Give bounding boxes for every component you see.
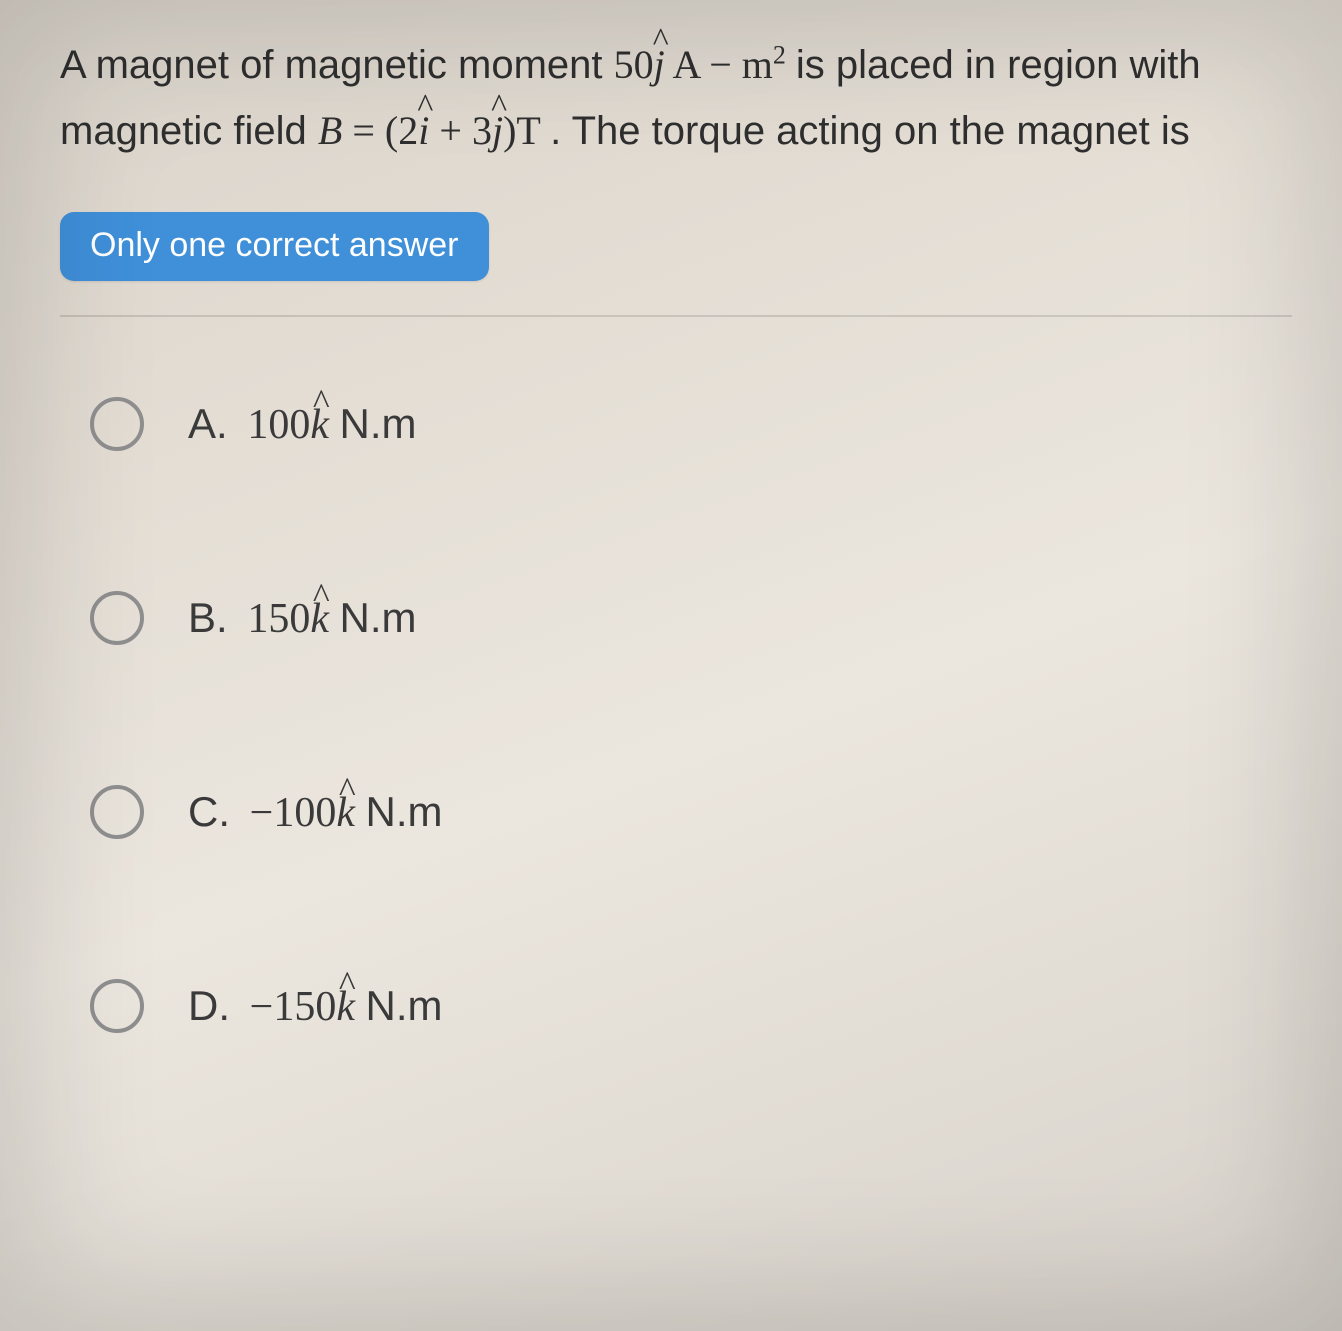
- option-b-text: B. 150k N.m: [188, 594, 417, 643]
- rparen: ): [503, 108, 516, 153]
- question-part1: A magnet of magnetic moment: [60, 43, 614, 87]
- B-unit: T: [516, 108, 540, 153]
- question-part3: . The torque acting on the magnet is: [550, 109, 1190, 153]
- equals: =: [342, 108, 385, 153]
- field-expression: B = (2i + 3j)T: [318, 108, 550, 153]
- option-letter: B.: [188, 594, 228, 641]
- option-vector-k: k: [336, 789, 355, 837]
- option-value: −150: [250, 984, 337, 1030]
- option-c[interactable]: C. −100k N.m: [90, 785, 1292, 839]
- option-unit: N.m: [340, 594, 417, 641]
- plus: +: [429, 108, 472, 153]
- radio-icon[interactable]: [90, 397, 144, 451]
- B-label: B: [318, 108, 342, 153]
- hint-pill: Only one correct answer: [60, 212, 489, 281]
- coef-j: 3: [472, 108, 492, 153]
- coef-i: 2: [398, 108, 418, 153]
- option-vector-k: k: [310, 595, 329, 643]
- option-unit: N.m: [340, 400, 417, 447]
- radio-icon[interactable]: [90, 979, 144, 1033]
- option-d-text: D. −150k N.m: [188, 982, 443, 1031]
- lparen: (: [385, 108, 398, 153]
- option-b[interactable]: B. 150k N.m: [90, 591, 1292, 645]
- option-letter: C.: [188, 788, 230, 835]
- option-d[interactable]: D. −150k N.m: [90, 979, 1292, 1033]
- moment-unit-m: m: [742, 42, 773, 87]
- moment-vector-j: j: [654, 32, 665, 98]
- moment-unit-power: 2: [773, 41, 786, 70]
- option-unit: N.m: [366, 788, 443, 835]
- option-vector-k: k: [336, 983, 355, 1031]
- option-unit: N.m: [366, 982, 443, 1029]
- option-vector-k: k: [310, 401, 329, 449]
- option-a[interactable]: A. 100k N.m: [90, 397, 1292, 451]
- option-value: −100: [250, 790, 337, 836]
- option-letter: A.: [188, 400, 228, 447]
- option-value: 100: [247, 402, 310, 448]
- option-a-text: A. 100k N.m: [188, 400, 417, 449]
- divider: [60, 315, 1292, 317]
- radio-icon[interactable]: [90, 785, 144, 839]
- vec-j: j: [492, 98, 503, 164]
- radio-icon[interactable]: [90, 591, 144, 645]
- option-value: 150: [247, 596, 310, 642]
- options-list: A. 100k N.m B. 150k N.m C. −100k N.m: [60, 397, 1292, 1033]
- option-letter: D.: [188, 982, 230, 1029]
- moment-unit-sep: −: [699, 42, 742, 87]
- moment-unit-A: A: [665, 42, 699, 87]
- question-text: A magnet of magnetic moment 50j A − m2 i…: [60, 32, 1292, 164]
- moment-value: 50: [614, 42, 654, 87]
- vec-i: i: [418, 98, 429, 164]
- moment-expression: 50j A − m2: [614, 42, 796, 87]
- option-c-text: C. −100k N.m: [188, 788, 443, 837]
